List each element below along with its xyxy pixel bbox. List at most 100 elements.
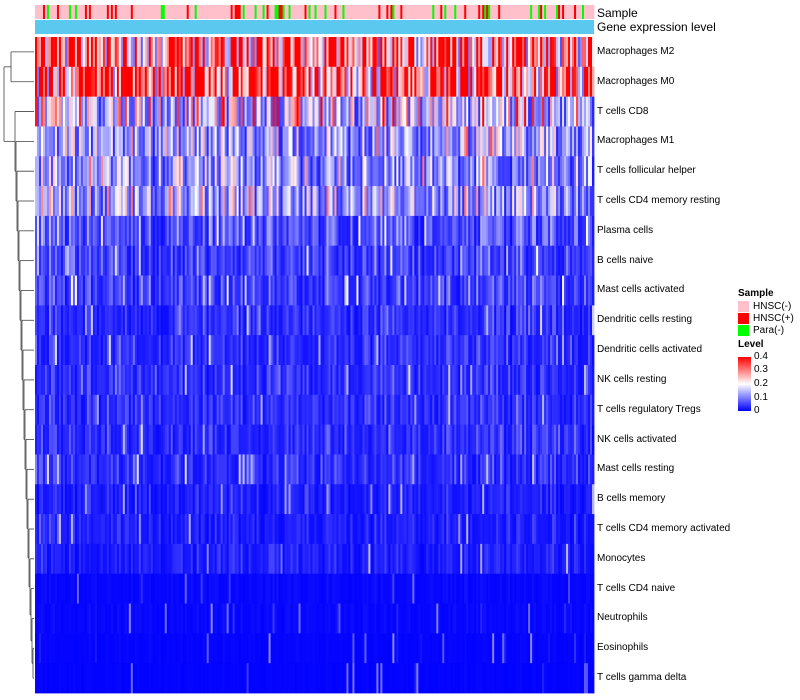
heatmap-cell (454, 156, 457, 187)
heatmap-cell (122, 484, 126, 515)
heatmap-cell (412, 96, 415, 127)
heatmap-cell (476, 186, 479, 217)
sample-annotation-cell (486, 5, 489, 19)
heatmap-cell (382, 245, 385, 276)
heatmap-cell (274, 305, 277, 336)
heatmap-cell (358, 96, 361, 127)
heatmap-cell (496, 215, 499, 247)
heatmap-cell (466, 186, 469, 217)
heatmap-cell (560, 305, 563, 336)
heatmap-cell (482, 305, 485, 336)
heatmap-row (35, 186, 595, 217)
sample-annotation-cell (300, 5, 303, 19)
heatmap-cell (370, 365, 373, 396)
heatmap-cell (516, 424, 519, 455)
heatmap-cell (448, 186, 451, 217)
heatmap-cell (394, 484, 397, 515)
heatmap-cell (482, 215, 485, 247)
heatmap-cell (36, 215, 40, 247)
heatmap-cell (220, 37, 224, 68)
heatmap-cell (46, 186, 50, 217)
heatmap-cell (126, 305, 130, 336)
heatmap-cell (546, 186, 549, 217)
heatmap-cell (106, 275, 110, 306)
heatmap-cell (160, 514, 164, 545)
heatmap-cell (256, 37, 259, 68)
heatmap-cell (206, 514, 210, 545)
heatmap-cell (544, 335, 547, 366)
heatmap-cell (178, 335, 182, 366)
heatmap-cell (156, 454, 160, 485)
heatmap-cell (532, 275, 535, 306)
heatmap-cell (570, 186, 573, 217)
heatmap-cell (70, 424, 74, 455)
heatmap-cell (352, 156, 355, 187)
heatmap-cell (224, 484, 228, 515)
heatmap-row (35, 126, 595, 157)
heatmap-cell (196, 156, 200, 187)
heatmap-cell (392, 245, 395, 276)
heatmap-cell (166, 156, 170, 187)
heatmap-cell (374, 96, 377, 127)
sample-annotation-cell (498, 5, 501, 19)
heatmap-cell (518, 96, 521, 127)
heatmap-cell (356, 454, 359, 485)
heatmap-cell (36, 484, 40, 515)
heatmap-cell (86, 394, 90, 426)
heatmap-cell (98, 245, 102, 276)
heatmap-cell (448, 394, 451, 426)
sample-annotation-cell (428, 5, 431, 19)
heatmap-cell (520, 245, 523, 276)
heatmap-cell (498, 424, 501, 455)
heatmap-cell (144, 186, 148, 217)
heatmap-cell (56, 365, 60, 396)
heatmap-cell (464, 186, 467, 217)
heatmap-cell (220, 365, 224, 396)
heatmap-cell (492, 66, 495, 98)
heatmap-cell (438, 394, 441, 426)
heatmap-cell (302, 424, 305, 455)
heatmap-cell (258, 484, 261, 515)
heatmap-cell (588, 394, 591, 426)
heatmap-cell (474, 186, 477, 217)
heatmap-cell (48, 66, 52, 98)
heatmap-cell (44, 484, 48, 515)
heatmap-cell (370, 424, 373, 455)
heatmap-cell (130, 66, 134, 98)
heatmap-cell (326, 96, 329, 127)
heatmap-cell (76, 66, 80, 98)
heatmap-cell (260, 245, 263, 276)
heatmap-cell (424, 394, 427, 426)
heatmap-cell (120, 365, 124, 396)
heatmap-cell (306, 394, 309, 426)
heatmap-cell (108, 454, 112, 485)
heatmap-cell (196, 37, 200, 68)
heatmap-cell (284, 514, 287, 545)
heatmap-cell (300, 335, 303, 366)
heatmap-cell (152, 215, 156, 247)
heatmap-cell (300, 454, 303, 485)
sample-annotation-cell (72, 5, 76, 19)
heatmap-cell (58, 305, 62, 336)
heatmap-cell (280, 365, 283, 396)
heatmap-cell (408, 186, 411, 217)
heatmap-cell (208, 215, 212, 247)
heatmap-cell (244, 365, 248, 396)
heatmap-cell (518, 66, 521, 98)
heatmap-cell (324, 96, 327, 127)
heatmap-cell (482, 365, 485, 396)
heatmap-cell (572, 96, 575, 127)
heatmap-cell (480, 454, 483, 485)
heatmap-row (35, 96, 595, 127)
sample-annotation-cell (238, 5, 242, 19)
heatmap-cell (522, 96, 525, 127)
heatmap-cell (68, 37, 72, 68)
heatmap-cell (76, 305, 80, 336)
heatmap-cell (40, 156, 44, 187)
heatmap-cell (530, 484, 533, 515)
heatmap-cell (406, 96, 409, 127)
heatmap-cell (446, 305, 449, 336)
sample-annotation-cell (246, 5, 250, 19)
heatmap-cell (432, 215, 435, 247)
heatmap-cell (452, 126, 455, 157)
